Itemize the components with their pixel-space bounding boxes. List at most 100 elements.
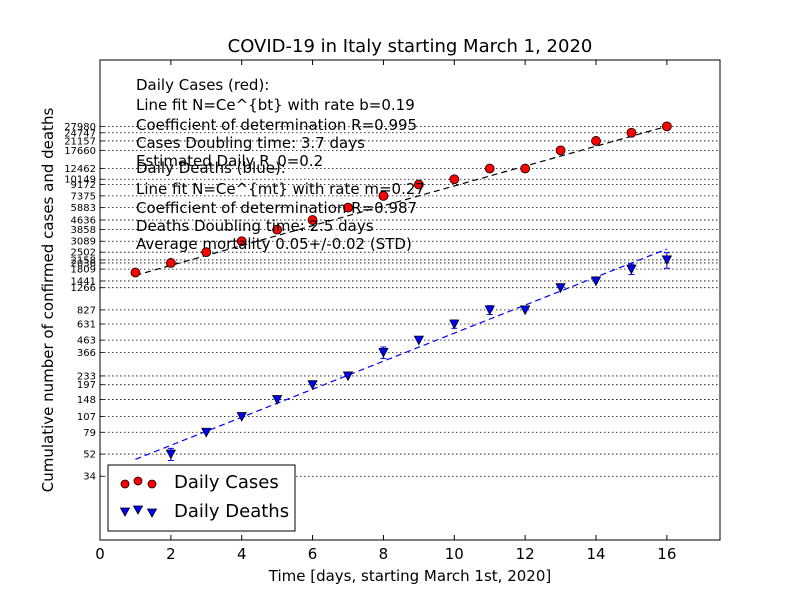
plot-frame <box>99 59 721 541</box>
y-tick-label: 79 <box>83 428 96 439</box>
deaths-marker <box>413 335 425 346</box>
legend-deaths-marker <box>119 507 131 517</box>
cases-marker <box>343 202 353 213</box>
deaths-marker <box>342 371 354 382</box>
cases-marker <box>165 258 176 268</box>
cases-marker <box>272 224 283 235</box>
cases-annotation: Daily Cases (red): Line fit N=Ce^{bt} wi… <box>136 76 417 171</box>
deaths-annotation-line: Average mortality 0.05+/-0.02 (STD) <box>136 235 412 253</box>
cases-marker <box>591 136 601 146</box>
y-tick-label: 1266 <box>71 283 96 294</box>
deaths-annotation-line: Deaths Doubling time: 2.5 days <box>136 217 374 235</box>
y-tick-label: 3089 <box>71 237 96 248</box>
deaths-marker <box>449 319 460 330</box>
x-tick-label: 12 <box>516 545 535 563</box>
deaths-marker <box>378 347 389 358</box>
y-tick-label: 21157 <box>64 136 96 147</box>
y-tick-label: 4636 <box>71 216 96 227</box>
legend-deaths-marker <box>132 505 144 515</box>
y-tick-label: 366 <box>77 348 96 359</box>
y-tick-label: 24747 <box>64 128 96 139</box>
y-tick-label: 7375 <box>71 191 96 202</box>
x-tick-label: 10 <box>445 545 464 563</box>
marker-layer <box>130 121 673 487</box>
y-tick-label: 463 <box>77 336 96 347</box>
cases-marker <box>413 179 424 190</box>
cases-marker <box>378 190 389 201</box>
deaths-marker <box>484 305 495 316</box>
x-axis-label: Time [days, starting March 1st, 2020] <box>268 567 551 585</box>
x-tick-label: 0 <box>95 545 105 563</box>
y-tick-label: 1809 <box>71 265 96 276</box>
y-tick-label: 34 <box>83 472 96 483</box>
deaths-marker <box>307 380 318 391</box>
cases-fit-line <box>135 125 668 276</box>
fit-line-layer <box>135 125 668 460</box>
legend-deaths-marker <box>146 508 158 518</box>
y-tick-label: 2036 <box>71 258 96 269</box>
x-tick-label: 6 <box>308 545 318 563</box>
y-tick-label: 827 <box>77 305 96 316</box>
legend-cases-marker <box>147 479 157 489</box>
cases-annotation-line: Estimated Daily R_0=0.2 <box>136 152 323 171</box>
cases-marker <box>484 163 495 174</box>
cases-marker <box>555 145 566 156</box>
x-tick-label: 14 <box>586 545 605 563</box>
y-tick-label: 5883 <box>71 203 96 214</box>
y-tick-label: 3858 <box>71 225 96 236</box>
deaths-annotation: Daily Deaths (blue): Line fit N=Ce^{mt} … <box>136 159 425 253</box>
cases-marker <box>236 236 247 247</box>
y-tick-label: 148 <box>77 395 96 406</box>
deaths-fit-line <box>135 248 668 460</box>
cases-marker <box>201 247 212 258</box>
cases-annotation-line: Cases Doubling time: 3.7 days <box>136 134 365 152</box>
y-tick-label: 27980 <box>64 122 96 133</box>
cases-annotation-line: Coefficient of determination R=0.995 <box>136 116 417 134</box>
cases-marker <box>661 121 672 132</box>
x-tick-label: 8 <box>379 545 389 563</box>
y-tick-label: 631 <box>77 319 96 330</box>
deaths-annotation-line: Coefficient of determination R=0.987 <box>136 199 417 217</box>
y-tick-label: 17660 <box>64 146 96 157</box>
cases-marker <box>130 267 141 278</box>
legend-cases-markers <box>120 476 157 489</box>
y-tick-label: 12462 <box>64 164 96 175</box>
legend-cases-label: Daily Cases <box>174 472 279 493</box>
cases-annotation-line: Daily Cases (red): <box>136 76 269 94</box>
deaths-marker <box>519 305 531 316</box>
y-axis-label: Cumulative number of confirmed cases and… <box>39 108 57 493</box>
legend-cases-marker <box>133 476 143 486</box>
deaths-marker <box>590 276 602 287</box>
y-tick-label: 2502 <box>71 248 96 259</box>
cases-marker <box>307 215 318 225</box>
deaths-marker <box>201 427 212 438</box>
y-tick-label: 233 <box>77 371 96 382</box>
cases-marker <box>626 127 637 138</box>
deaths-marker <box>165 449 177 460</box>
legend-box <box>107 464 296 532</box>
x-tick-label: 16 <box>657 545 676 563</box>
deaths-marker <box>626 264 637 275</box>
legend-deaths-markers <box>119 505 158 518</box>
deaths-marker <box>661 255 673 266</box>
deaths-marker <box>271 395 283 405</box>
cases-marker <box>520 163 531 174</box>
grid-layer <box>100 125 720 477</box>
y-tick-label: 52 <box>83 450 96 461</box>
deaths-marker <box>236 412 247 422</box>
y-tick-label: 9172 <box>71 180 96 191</box>
x-tick-label: 2 <box>166 545 176 563</box>
deaths-annotation-line: Daily Deaths (blue): <box>136 159 286 177</box>
y-tick-label: 197 <box>77 380 96 391</box>
cases-annotation-line: Line fit N=Ce^{bt} with rate b=0.19 <box>136 96 415 114</box>
x-tick-label: 4 <box>237 545 247 563</box>
deaths-marker <box>555 283 566 294</box>
legend: Daily Cases Daily Deaths <box>107 464 296 532</box>
y-tick-label: 10149 <box>64 175 96 186</box>
legend-deaths-label: Daily Deaths <box>174 501 289 522</box>
y-tick-label: 1441 <box>71 276 96 287</box>
legend-cases-marker <box>120 479 130 489</box>
y-tick-label: 2158 <box>71 255 96 266</box>
